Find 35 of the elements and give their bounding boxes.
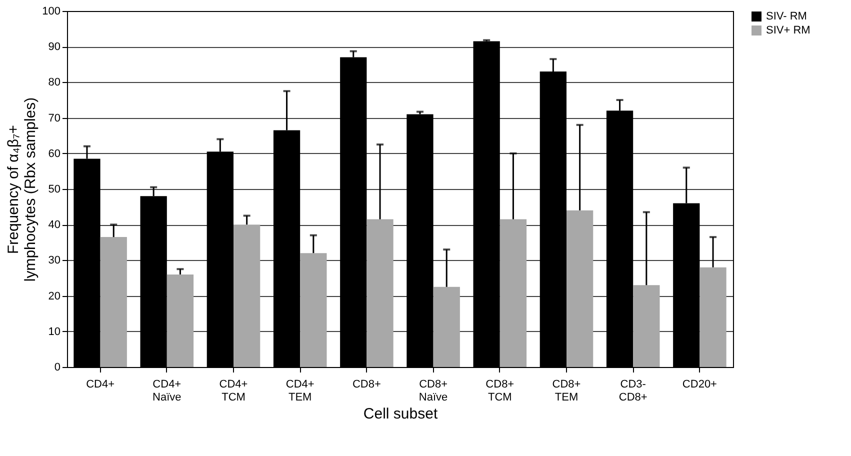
x-axis-title: Cell subset — [363, 406, 438, 422]
y-tick-label: 90 — [48, 41, 60, 54]
x-tick-label: CD4+ TCM — [219, 378, 248, 404]
bar — [166, 274, 194, 367]
x-tick-label: CD8+ — [352, 378, 381, 390]
x-tick-label: CD4+ — [86, 378, 115, 390]
y-tick-label: 80 — [48, 76, 60, 89]
bar — [433, 286, 460, 367]
x-tick-label: CD20+ — [682, 378, 717, 390]
x-tick-label: CD8+ TCM — [486, 378, 514, 404]
y-tick-label: 0 — [54, 362, 60, 374]
x-tick-label: CD4+ TEM — [286, 378, 314, 404]
bar — [700, 267, 726, 367]
y-tick-label: 70 — [48, 112, 60, 124]
bar — [566, 210, 594, 367]
legend-label: SIV+ RM — [766, 24, 810, 36]
y-tick-label: 30 — [48, 254, 60, 267]
y-tick-label: 20 — [48, 290, 60, 302]
y-tick-label: 60 — [48, 148, 60, 160]
y-tick-label: 10 — [48, 326, 60, 338]
y-axis-title: Frequency of α₄β₇+ lymphocytes (Rbx samples) — [5, 97, 40, 282]
bar — [366, 219, 394, 367]
legend-label: SIV- RM — [766, 10, 807, 22]
bar — [500, 219, 527, 367]
x-tick-label: CD3- CD8+ — [618, 378, 648, 404]
bar — [100, 237, 127, 367]
x-tick-label: CD4+ Naïve — [152, 378, 182, 404]
y-tick-label: 100 — [42, 6, 60, 18]
y-tick-label: 50 — [48, 184, 60, 196]
x-tick-label: CD8+ Naïve — [418, 378, 448, 404]
bar — [633, 285, 660, 367]
x-tick-label: CD8+ TEM — [552, 378, 581, 404]
bar — [234, 224, 260, 367]
y-tick-label: 40 — [48, 219, 60, 232]
bar — [300, 253, 327, 367]
